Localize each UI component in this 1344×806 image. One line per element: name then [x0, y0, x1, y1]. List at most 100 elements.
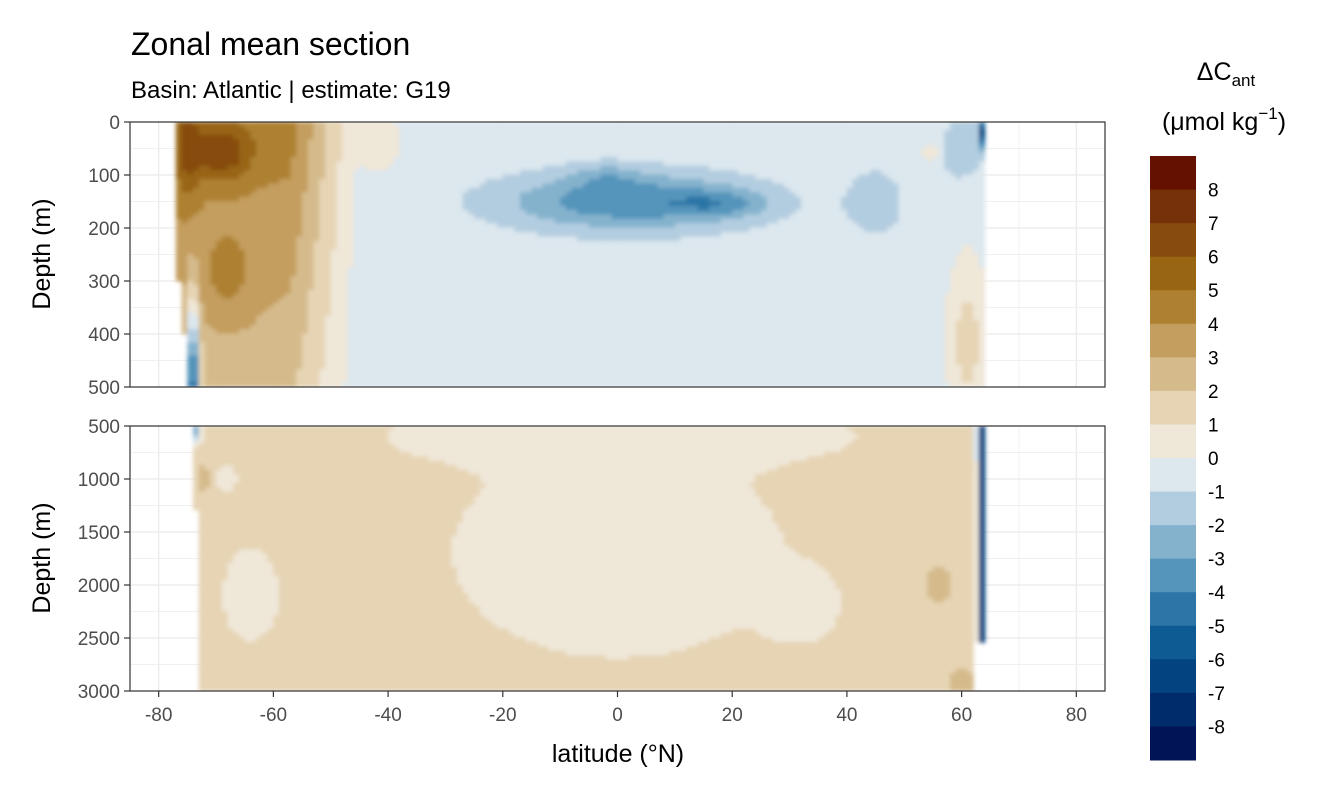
- field-cell: [216, 205, 223, 211]
- field-cell: [411, 360, 418, 366]
- field-cell: [502, 134, 510, 141]
- field-cell: [468, 192, 475, 198]
- field-cell: [542, 236, 550, 242]
- field-cell: [204, 329, 211, 335]
- field-cell: [233, 373, 240, 379]
- field-cell: [250, 170, 257, 176]
- field-cell: [313, 276, 320, 282]
- field-cell: [594, 161, 601, 167]
- field-cell: [640, 214, 647, 220]
- field-cell: [577, 271, 584, 277]
- field-cell: [250, 249, 257, 255]
- field-cell: [325, 271, 332, 277]
- field-cell: [548, 156, 556, 163]
- field-cell: [273, 174, 280, 180]
- field-cell: [336, 351, 343, 357]
- field-cell: [187, 342, 194, 348]
- field-cell: [405, 258, 412, 264]
- field-cell: [187, 174, 194, 180]
- field-cell: [445, 236, 452, 242]
- field-cell: [267, 179, 274, 185]
- field-cell: [256, 320, 263, 326]
- field-cell: [628, 130, 636, 136]
- field-cell: [468, 377, 475, 383]
- field-cell: [284, 126, 292, 132]
- field-cell: [198, 236, 206, 242]
- field-cell: [428, 271, 435, 277]
- field-cell: [353, 360, 361, 366]
- field-cell: [560, 364, 567, 370]
- field-cell: [428, 174, 435, 180]
- field-cell: [411, 214, 418, 220]
- field-cell: [267, 201, 274, 207]
- field-cell: [319, 258, 326, 264]
- field-cell: [646, 174, 653, 180]
- field-cell: [175, 262, 183, 269]
- field-cell: [485, 122, 492, 127]
- field-cell: [634, 324, 642, 330]
- field-cell: [250, 179, 257, 185]
- field-cell: [187, 289, 194, 295]
- field-cell: [560, 351, 567, 357]
- field-cell: [646, 249, 653, 255]
- field-cell: [537, 249, 544, 255]
- field-cell: [560, 201, 567, 207]
- field-cell: [542, 161, 550, 167]
- field-cell: [646, 315, 653, 322]
- field-cell: [405, 245, 412, 251]
- field-cell: [244, 161, 252, 167]
- field-cell: [491, 293, 498, 300]
- field-cell: [422, 254, 429, 260]
- field-cell: [221, 134, 229, 141]
- field-cell: [250, 346, 257, 353]
- field-cell: [325, 218, 332, 224]
- field-cell: [238, 342, 246, 348]
- field-cell: [210, 143, 217, 149]
- field-cell: [193, 368, 200, 375]
- field-cell: [250, 130, 257, 136]
- field-cell: [187, 333, 194, 339]
- field-cell: [284, 267, 292, 273]
- field-cell: [273, 329, 280, 335]
- field-cell: [370, 364, 378, 370]
- field-cell: [594, 360, 601, 366]
- field-cell: [204, 338, 211, 344]
- field-cell: [273, 302, 280, 308]
- field-cell: [456, 174, 464, 180]
- field-cell: [359, 214, 366, 220]
- field-cell: [456, 143, 464, 149]
- field-cell: [181, 134, 188, 141]
- field-cell: [456, 205, 464, 211]
- field-cell: [520, 174, 527, 180]
- field-cell: [193, 174, 200, 180]
- field-cell: [250, 285, 257, 291]
- field-cell: [439, 351, 447, 357]
- field-cell: [451, 148, 458, 154]
- field-cell: [542, 245, 550, 251]
- field-cell: [210, 249, 217, 255]
- field-cell: [577, 227, 584, 233]
- field-cell: [502, 254, 510, 260]
- field-cell: [479, 223, 487, 229]
- field-cell: [330, 307, 338, 313]
- field-cell: [474, 183, 481, 189]
- field-cell: [462, 329, 469, 335]
- field-cell: [565, 227, 573, 233]
- field-cell: [623, 192, 630, 198]
- field-cell: [175, 187, 183, 194]
- field-cell: [651, 161, 659, 167]
- field-cell: [238, 267, 246, 273]
- field-cell: [433, 205, 441, 211]
- field-cell: [611, 227, 619, 233]
- field-cell: [233, 170, 240, 176]
- field-cell: [571, 139, 578, 145]
- field-cell: [554, 307, 561, 313]
- field-cell: [485, 130, 492, 136]
- field-cell: [583, 364, 590, 370]
- field-cell: [175, 139, 183, 145]
- field-cell: [216, 183, 223, 189]
- field-cell: [577, 143, 584, 149]
- field-cell: [319, 338, 326, 344]
- field-cell: [571, 161, 578, 167]
- field-cell: [485, 174, 492, 180]
